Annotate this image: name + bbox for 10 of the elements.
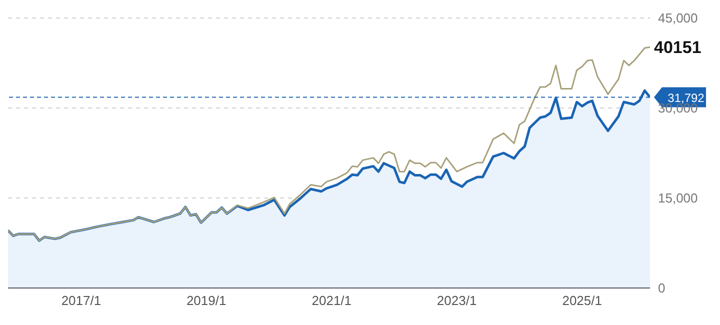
x-tick-label: 2019/1	[186, 293, 226, 308]
x-tick-label: 2021/1	[312, 293, 352, 308]
x-tick-label: 2023/1	[436, 293, 477, 308]
y-tick-label: 15,000	[658, 190, 698, 206]
y-tick-label: 45,000	[658, 10, 698, 26]
x-tick-label: 2017/1	[61, 293, 102, 308]
y-tick-label: 0	[658, 280, 666, 296]
x-tick-label: 2025/1	[562, 293, 602, 308]
annotation: 40151	[654, 38, 702, 58]
line-series	[8, 46, 650, 242]
